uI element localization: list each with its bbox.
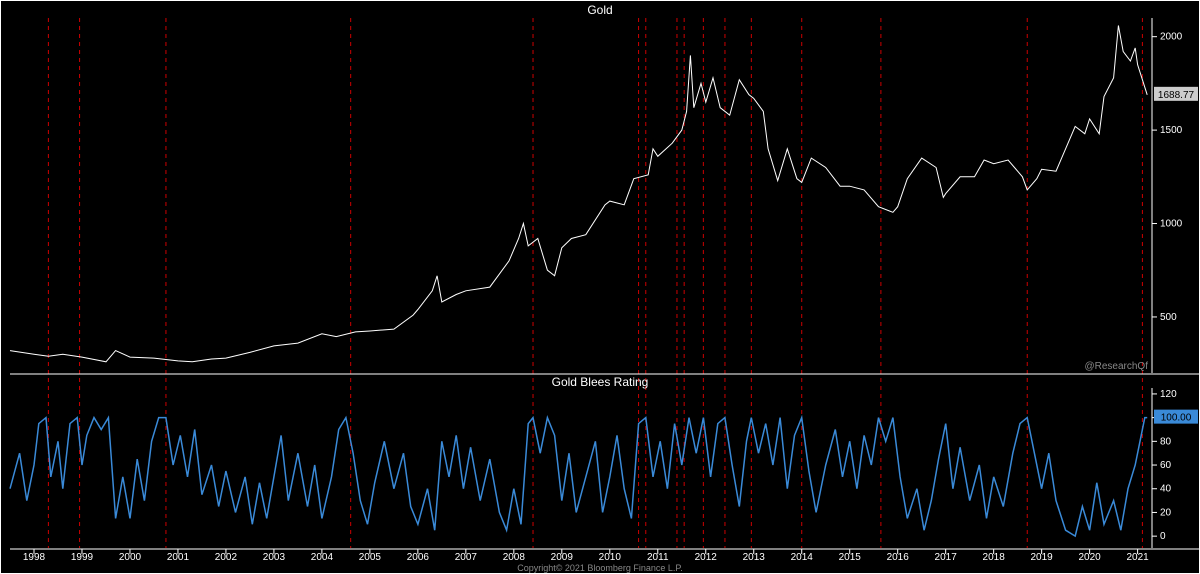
watermark: @ResearchQf <box>1084 361 1148 372</box>
top-ytick-label: 1000 <box>1160 219 1183 230</box>
bottom-chart-title: Gold Blees Rating <box>552 375 649 389</box>
bottom-ytick-label: 80 <box>1160 436 1172 447</box>
top-ytick-label: 2000 <box>1160 32 1183 43</box>
x-axis-year-label: 2020 <box>1078 552 1101 563</box>
x-axis-year-label: 2015 <box>839 552 862 563</box>
copyright-text: Copyright© 2021 Bloomberg Finance L.P. <box>517 563 683 573</box>
x-axis-year-label: 2001 <box>167 552 190 563</box>
x-axis-year-label: 2010 <box>599 552 622 563</box>
bottom-ytick-label: 0 <box>1160 531 1166 542</box>
x-axis-year-label: 2008 <box>503 552 526 563</box>
x-axis-year-label: 2017 <box>935 552 958 563</box>
chart-svg: Gold 500 1000 1500 2000 1688.77 @ResearchQf Gol… <box>0 0 1200 574</box>
x-axis-year-label: 2019 <box>1031 552 1054 563</box>
top-ytick-label: 1500 <box>1160 125 1183 136</box>
x-axis-year-label: 2006 <box>407 552 430 563</box>
x-axis-year-label: 1999 <box>71 552 94 563</box>
x-axis-year-label: 2005 <box>359 552 382 563</box>
x-axis-year-label: 2012 <box>695 552 718 563</box>
x-axis-year-label: 2009 <box>551 552 574 563</box>
bottom-ytick-label: 60 <box>1160 460 1172 471</box>
x-axis-year-label: 2013 <box>743 552 766 563</box>
bottom-ytick-label: 20 <box>1160 507 1172 518</box>
x-axis-year-label: 2014 <box>791 552 814 563</box>
x-axis-year-label: 2004 <box>311 552 334 563</box>
x-axis-year-label: 1998 <box>23 552 46 563</box>
x-axis-year-label: 2011 <box>647 552 669 563</box>
bottom-current-value-label: 100.00 <box>1161 413 1192 424</box>
x-axis-year-label: 2002 <box>215 552 238 563</box>
top-chart-title: Gold <box>587 3 612 17</box>
x-axis-year-label: 2018 <box>983 552 1006 563</box>
x-axis-year-label: 2021 <box>1126 552 1149 563</box>
x-axis-year-label: 2003 <box>263 552 286 563</box>
x-axis-year-label: 2016 <box>887 552 910 563</box>
bottom-ytick-label: 120 <box>1160 389 1177 400</box>
top-current-value-label: 1688.77 <box>1158 90 1195 101</box>
x-axis-year-label: 2000 <box>119 552 142 563</box>
bottom-ytick-label: 40 <box>1160 484 1172 495</box>
chart-container: { "layout": { "width": 1200, "height": 5… <box>0 0 1200 574</box>
x-axis-year-label: 2007 <box>455 552 478 563</box>
top-ytick-label: 500 <box>1160 312 1177 323</box>
